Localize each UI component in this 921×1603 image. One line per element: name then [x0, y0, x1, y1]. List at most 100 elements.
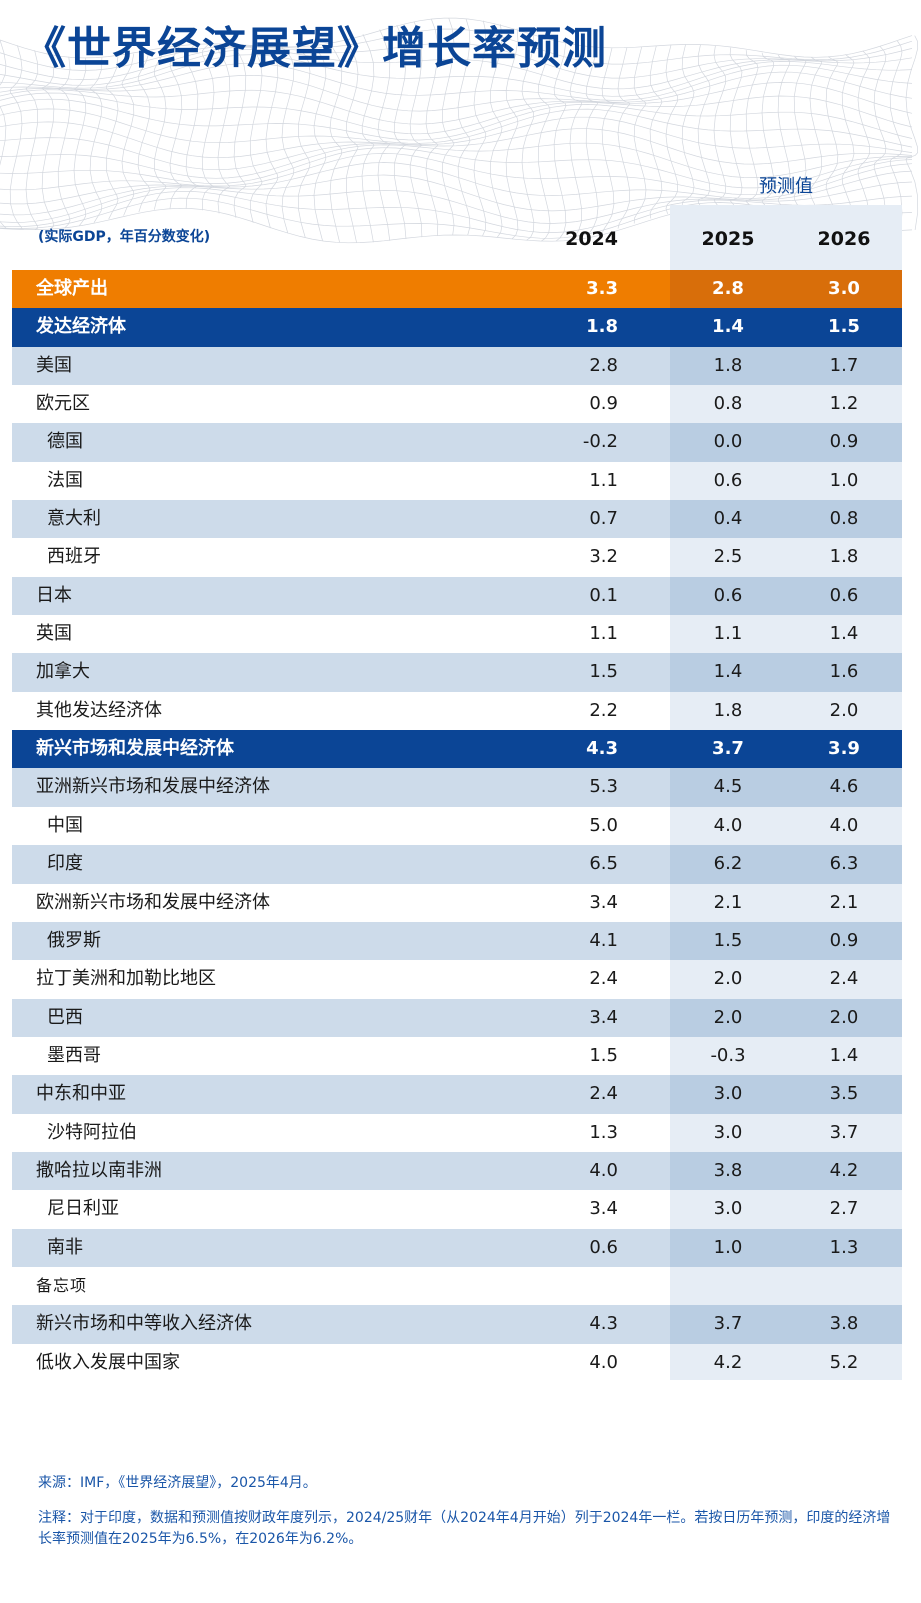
table-row: 德国 -0.2 0.0 0.9 [12, 423, 902, 462]
value-cell-2026: 0.6 [786, 576, 902, 616]
row-label: 备忘项 [36, 1275, 88, 1295]
row-label: 拉丁美洲和加勒比地区 [36, 968, 216, 990]
year-header-2025: 2025 [701, 228, 755, 250]
value-cell-2024: 0.1 [589, 584, 618, 606]
value-cell-2024: 1.5 [589, 1044, 618, 1066]
value-cell-2026: 3.7 [829, 1121, 859, 1143]
table-row: 意大利 0.7 0.4 0.8 [12, 500, 902, 539]
value-cell-2025: 3.7 [670, 1305, 786, 1344]
value-cell-2026: 2.7 [829, 1198, 859, 1220]
row-label: 西班牙 [47, 546, 101, 568]
value-cell-2024: 6.5 [589, 853, 618, 875]
value-cell-2024: 4.3 [589, 1313, 618, 1335]
value-cell-2025: 2.0 [670, 998, 786, 1037]
value-cell-2025: 3.0 [670, 1075, 786, 1114]
value-cell-2026 [786, 1267, 902, 1305]
footnote: 注释：对于印度，数据和预测值按财政年度列示，2024/25财年（从2024年4月… [38, 1510, 891, 1547]
table-row: 其他发达经济体 2.2 1.8 2.0 [12, 692, 902, 730]
value-cell-2025: 4.5 [670, 768, 786, 807]
value-cell-2025: 1.4 [670, 653, 786, 692]
table-row: 法国 1.1 0.6 1.0 [12, 462, 902, 500]
value-cell-2026: 1.7 [786, 346, 902, 386]
forecast-table: 全球产出 3.3 2.8 3.0 发达经济体 1.8 1.4 1.5 美国 2.8 1.8 1.7 欧元… [12, 270, 902, 1382]
value-cell-2024: 1.8 [586, 316, 618, 338]
row-label: 欧元区 [36, 393, 90, 415]
value-cell-2025: 1.1 [713, 623, 743, 645]
value-cell-2025: 1.0 [670, 1228, 786, 1267]
table-row: 亚洲新兴市场和发展中经济体 5.3 4.5 4.6 [12, 768, 902, 807]
table-row: 印度 6.5 6.2 6.3 [12, 845, 902, 884]
value-cell-2025: 4.2 [713, 1351, 743, 1373]
row-label: 俄罗斯 [47, 929, 101, 951]
page-title: 《世界经济展望》增长率预测 [22, 23, 607, 74]
row-label: 撒哈拉以南非洲 [36, 1159, 162, 1181]
table-row: 撒哈拉以南非洲 4.0 3.8 4.2 [12, 1151, 902, 1191]
value-cell-2024: 2.4 [589, 968, 618, 990]
table-row: 加拿大 1.5 1.4 1.6 [12, 653, 902, 692]
value-cell-2025: 0.8 [713, 393, 743, 415]
value-cell-2026: 0.9 [786, 921, 902, 961]
value-cell-2025: 2.1 [713, 891, 743, 913]
value-cell-2026: 4.2 [786, 1151, 902, 1191]
table-row: 中东和中亚 2.4 3.0 3.5 [12, 1075, 902, 1114]
row-label: 发达经济体 [36, 316, 126, 338]
value-cell-2025: 3.0 [713, 1121, 743, 1143]
value-cell-2026: 3.9 [786, 730, 902, 769]
row-label: 新兴市场和中等收入经济体 [36, 1313, 252, 1335]
value-cell-2024: 4.3 [586, 738, 618, 760]
background-mesh-graphic [0, 17, 919, 244]
row-label: 中东和中亚 [36, 1083, 126, 1105]
value-cell-2026: 4.6 [786, 768, 902, 807]
value-cell-2024: 4.0 [589, 1351, 618, 1373]
row-label: 日本 [36, 584, 72, 606]
table-row: 发达经济体 1.8 1.4 1.5 [12, 308, 902, 347]
value-cell-2025: 0.6 [670, 576, 786, 616]
value-cell-2025: 2.0 [713, 968, 743, 990]
table-row: 巴西 3.4 2.0 2.0 [12, 998, 902, 1037]
row-label: 德国 [47, 431, 83, 453]
value-cell-2025: -0.3 [710, 1044, 746, 1066]
row-label: 加拿大 [36, 661, 90, 683]
value-cell-2026: 5.2 [829, 1351, 859, 1373]
year-header-2026: 2026 [817, 228, 871, 250]
value-cell-2025: 0.0 [670, 423, 786, 462]
value-cell-2025: 3.7 [670, 730, 786, 769]
row-label: 美国 [36, 354, 72, 376]
value-cell-2024: 3.4 [589, 1006, 618, 1028]
value-cell-2025: 4.0 [713, 814, 743, 836]
value-cell-2025: 3.8 [670, 1151, 786, 1191]
value-cell-2024: 1.3 [589, 1121, 618, 1143]
value-cell-2025: 0.6 [713, 469, 743, 491]
row-label: 印度 [47, 853, 83, 875]
value-cell-2024: 2.2 [589, 699, 618, 721]
row-label: 尼日利亚 [47, 1198, 119, 1220]
row-label: 南非 [47, 1236, 83, 1258]
value-cell-2026: 2.0 [829, 699, 859, 721]
table-row: 全球产出 3.3 2.8 3.0 [12, 270, 902, 309]
table-row: 沙特阿拉伯 1.3 3.0 3.7 [12, 1114, 902, 1152]
value-cell-2024: 4.0 [589, 1159, 618, 1181]
row-label: 新兴市场和发展中经济体 [36, 738, 234, 760]
table-row: 英国 1.1 1.1 1.4 [12, 615, 902, 653]
value-cell-2024: 1.5 [589, 661, 618, 683]
unit-label: (实际GDP，年百分数变化) [38, 229, 211, 245]
value-cell-2025: 1.8 [713, 699, 743, 721]
table-row: 拉丁美洲和加勒比地区 2.4 2.0 2.4 [12, 960, 902, 998]
row-label: 英国 [36, 623, 72, 645]
value-cell-2025: 1.8 [670, 346, 786, 386]
value-cell-2024: 1.1 [589, 623, 618, 645]
value-cell-2025: 1.5 [670, 921, 786, 961]
value-cell-2026: 3.0 [786, 270, 902, 309]
table-row: 新兴市场和中等收入经济体 4.3 3.7 3.8 [12, 1305, 902, 1344]
row-label: 巴西 [47, 1006, 83, 1028]
table-row: 美国 2.8 1.8 1.7 [12, 346, 902, 386]
value-cell-2024: 5.3 [589, 776, 618, 798]
value-cell-2024: 5.0 [589, 814, 618, 836]
value-cell-2026: 2.1 [829, 891, 859, 913]
table-row: 欧洲新兴市场和发展中经济体 3.4 2.1 2.1 [12, 884, 902, 922]
value-cell-2026: 3.5 [786, 1075, 902, 1114]
row-label: 欧洲新兴市场和发展中经济体 [36, 891, 270, 913]
value-cell-2024: 2.8 [589, 354, 618, 376]
value-cell-2024: 3.4 [589, 1198, 618, 1220]
value-cell-2024: 4.1 [589, 929, 618, 951]
